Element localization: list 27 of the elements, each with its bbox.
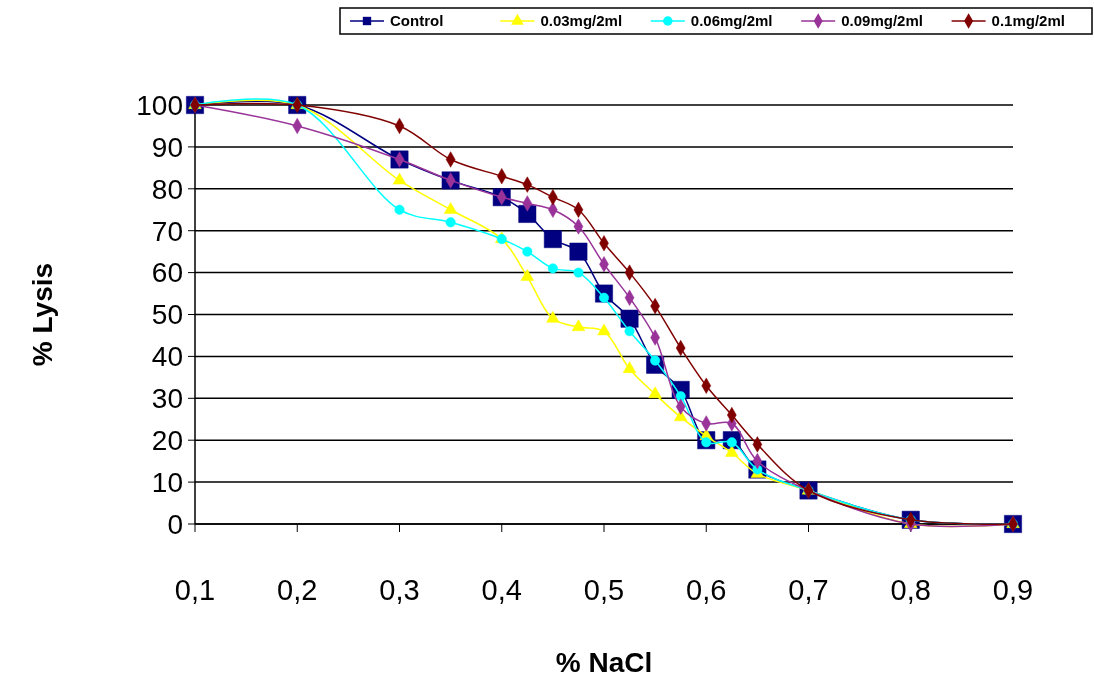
y-tick-label: 30	[151, 383, 183, 415]
x-tick-label: 0,1	[174, 574, 216, 606]
x-tick-label: 0,7	[788, 574, 829, 606]
y-tick-label: 70	[151, 215, 183, 247]
y-tick-label: 90	[151, 131, 183, 163]
x-tick-label: 0,5	[583, 574, 625, 606]
legend-label: 0.09mg/2ml	[841, 12, 923, 30]
y-tick-label: 50	[151, 299, 183, 331]
x-tick-label: 0,3	[379, 574, 420, 606]
y-tick-label: 40	[151, 341, 183, 373]
y-tick-label: 60	[151, 257, 183, 289]
legend-label: 0.1mg/2ml	[991, 12, 1065, 30]
x-tick-label: 0,9	[992, 574, 1034, 606]
x-tick-label: 0,8	[890, 574, 931, 606]
legend-label: 0.03mg/2ml	[540, 12, 623, 30]
y-tick-label: 20	[151, 425, 183, 456]
legend-label: 0.06mg/2ml	[690, 12, 773, 30]
x-tick-label: 0,2	[277, 574, 318, 606]
y-tick-label: 10	[151, 466, 183, 498]
x-axis-title: % NaCl	[555, 647, 653, 678]
y-axis-title: % Lysis	[27, 262, 58, 367]
y-tick-label: 100	[136, 89, 183, 121]
x-tick-label: 0,4	[481, 574, 522, 606]
x-tick-label: 0,6	[686, 574, 727, 606]
y-tick-label: 80	[151, 173, 183, 205]
y-tick-label: 0	[167, 508, 183, 540]
legend-label: Control	[390, 12, 444, 30]
